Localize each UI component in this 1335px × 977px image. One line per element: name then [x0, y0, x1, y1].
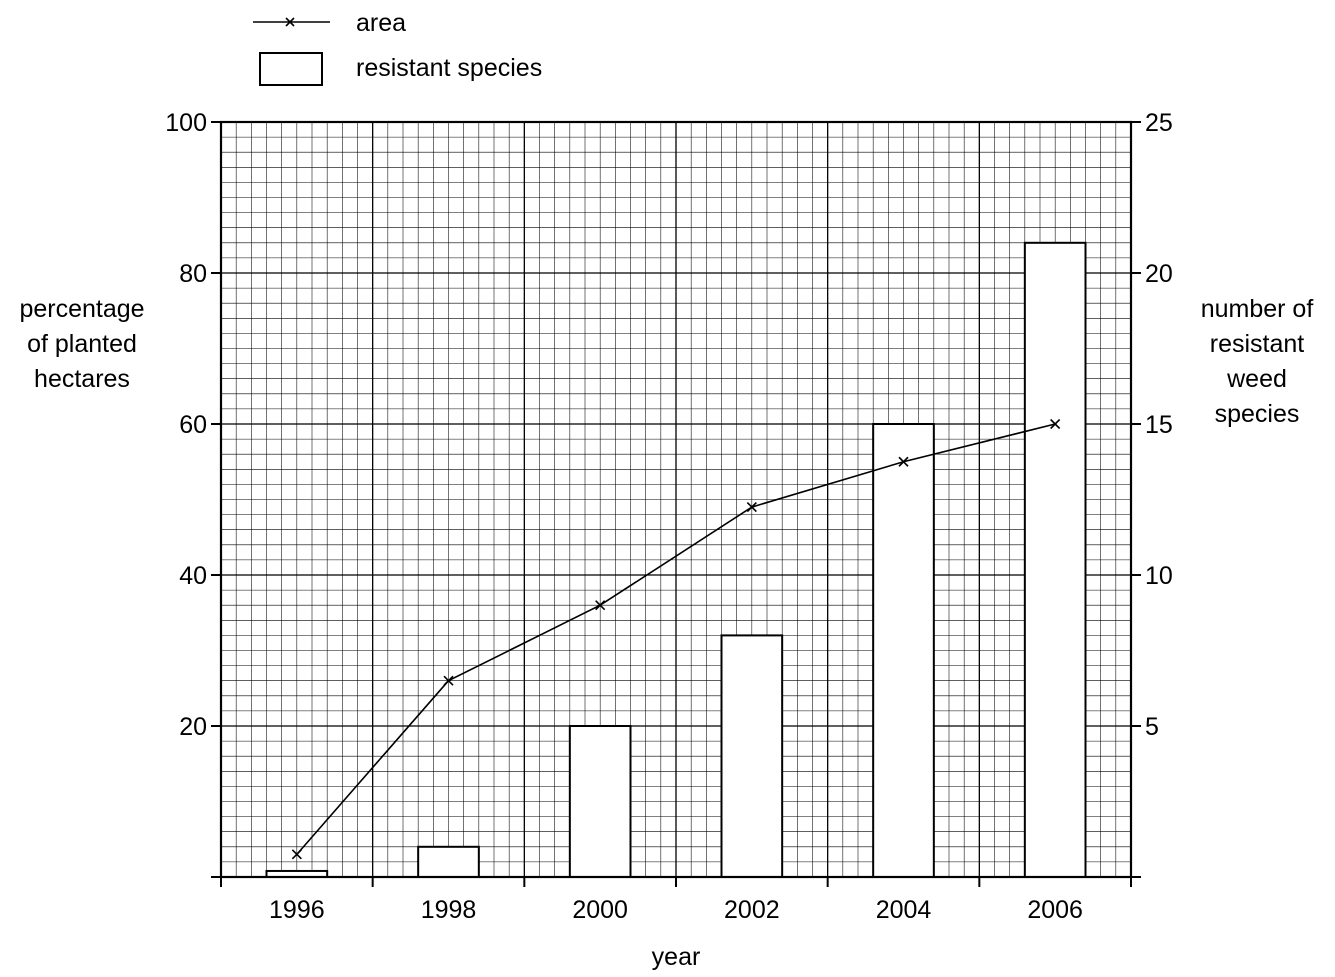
bar-2000: [568, 725, 632, 878]
area-line-series: [291, 418, 1061, 860]
legend-area-label: area: [356, 9, 406, 37]
x-tick-label-2002: 2002: [724, 896, 780, 924]
tick-labels: 20 40 60 80 100 5 10 15 20 25 1996 1998 2000 2002 2004…: [165, 109, 1173, 924]
right-axis-title-line-1: number of: [1201, 295, 1314, 323]
right-axis-title-line-4: species: [1215, 400, 1300, 428]
right-axis-title-line-2: resistant: [1210, 330, 1305, 358]
major-gridlines: [221, 122, 1131, 877]
right-tick-label: 15: [1145, 411, 1173, 439]
left-tick-label: 80: [179, 260, 207, 288]
left-axis-title-line-3: hectares: [34, 365, 130, 393]
right-axis-title-line-3: weed: [1226, 365, 1287, 393]
area-point-1996: [291, 849, 302, 860]
x-tick-label-2006: 2006: [1027, 896, 1083, 924]
bar-1998: [417, 845, 480, 878]
x-axis-title: year: [652, 943, 701, 971]
resistant-species-bars: [265, 241, 1087, 879]
right-tick-label: 5: [1145, 713, 1159, 741]
x-tick-label-1998: 1998: [421, 896, 477, 924]
x-tick-label-2000: 2000: [572, 896, 628, 924]
area-point-2006: [1050, 418, 1061, 430]
left-tick-label: 60: [179, 411, 207, 439]
x-tick-label-2004: 2004: [876, 896, 932, 924]
left-tick-label: 40: [179, 562, 207, 590]
area-point-2002: [746, 501, 757, 513]
area-point-2004: [898, 456, 909, 467]
right-axis-title: number of resistant weed species: [1201, 295, 1314, 428]
bar-2002: [720, 634, 784, 879]
x-tick-label-1996: 1996: [269, 896, 325, 924]
legend: area resistant species: [253, 9, 542, 86]
left-axis-title-line-2: of planted: [27, 330, 137, 358]
legend-resistant-species-label: resistant species: [356, 54, 542, 82]
right-tick-label: 20: [1145, 260, 1173, 288]
left-axis-title: percentage of planted hectares: [19, 295, 144, 393]
legend-bar-swatch: [259, 52, 323, 86]
legend-area-marker: [285, 17, 295, 27]
bar-2004: [872, 423, 935, 878]
left-tick-label: 100: [165, 109, 207, 137]
right-tick-label: 25: [1145, 109, 1173, 137]
area-point-2000: [595, 600, 606, 611]
axes: [211, 120, 1141, 887]
area-point-1998: [443, 675, 454, 686]
left-axis-title-line-1: percentage: [19, 295, 144, 323]
area-line: [296, 423, 1056, 855]
bar-2006: [1023, 241, 1087, 879]
right-tick-label: 10: [1145, 562, 1173, 590]
left-tick-label: 20: [179, 713, 207, 741]
